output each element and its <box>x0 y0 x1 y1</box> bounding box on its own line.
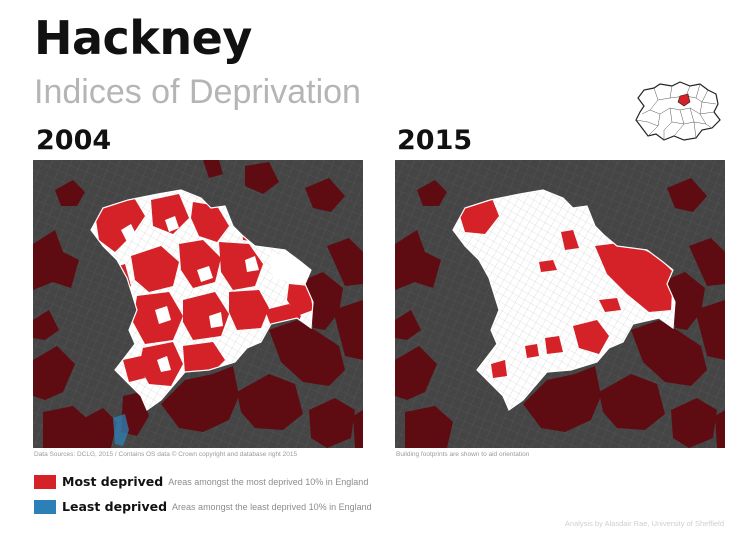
credit-text: Analysis by Alasdair Rae, University of … <box>564 519 724 528</box>
panel-2004-note: Data Sources: DCLG, 2015 / Contains OS d… <box>34 451 298 458</box>
legend-desc-least-deprived: Areas amongst the least deprived 10% in … <box>172 501 372 512</box>
legend-desc-most-deprived: Areas amongst the most deprived 10% in E… <box>168 476 369 487</box>
hackney-highlight <box>677 93 691 107</box>
legend-swatch-least-deprived <box>34 499 56 514</box>
panel-2015-year: 2015 <box>397 125 473 156</box>
hackney-most-deprived-2015 <box>455 196 673 378</box>
map-2015 <box>395 160 725 448</box>
page-subtitle: Indices of Deprivation <box>34 73 361 111</box>
london-locator-map <box>630 80 724 144</box>
legend-swatch-most-deprived <box>34 474 56 489</box>
legend-label-most-deprived: Most deprived <box>62 474 164 489</box>
page-title: Hackney <box>34 11 252 65</box>
map-2004 <box>33 160 363 448</box>
panel-2015-note: Building footprints are shown to aid ori… <box>396 451 530 458</box>
legend-label-least-deprived: Least deprived <box>62 499 168 514</box>
hackney-small-areas <box>121 216 311 372</box>
legend-least-deprived: Least deprived Areas amongst the least d… <box>34 499 372 514</box>
least-deprived-area <box>113 414 129 446</box>
surrounding-deprived-areas <box>33 160 363 448</box>
hackney-most-deprived-2004 <box>93 194 313 386</box>
panel-2004-year: 2004 <box>36 125 112 156</box>
legend-most-deprived: Most deprived Areas amongst the most dep… <box>34 474 368 489</box>
